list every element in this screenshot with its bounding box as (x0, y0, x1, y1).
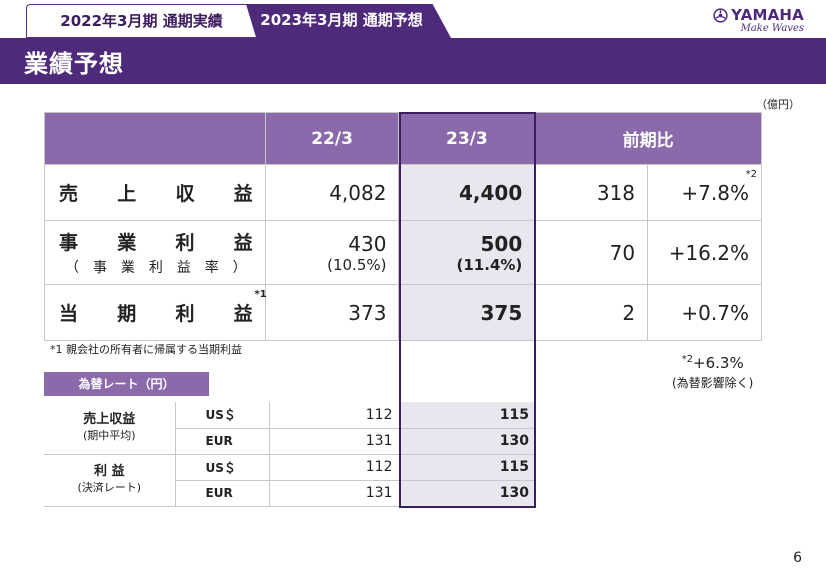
fy23-value: 375 (398, 284, 536, 341)
row-label-char: 利 (175, 232, 195, 254)
fx-fy22-rate: 112 (269, 454, 400, 481)
fx-row: 利 益 (決済レート) US＄ 112 115 (44, 454, 535, 507)
fx-currency: EUR (175, 480, 270, 507)
fy22-amount: 373 (348, 300, 387, 325)
row-label-char: 益 (233, 183, 253, 205)
fy23-amount: 500 (480, 231, 523, 256)
row-label-chars: 事業利益 (59, 228, 253, 255)
row-label: 売上収益 (44, 164, 266, 221)
title-bar (0, 38, 826, 84)
fy22-amount: 4,082 (329, 180, 387, 205)
fx-group-label: 利 益 (決済レート) (44, 454, 176, 507)
fx-fy23-rate: 115 (399, 402, 535, 429)
fx-fy22-rate: 131 (269, 480, 400, 507)
fx-currency: US＄ (175, 454, 270, 481)
logo-tagline: Make Waves (740, 23, 804, 34)
header-fy23: 23/3 (398, 112, 536, 165)
fy22-amount: 430 (348, 231, 387, 256)
tab-fy2023-forecast[interactable]: 2023年3月期 通期予想 (246, 4, 451, 38)
fx-fy23-rate: 130 (399, 480, 535, 507)
yoy-pct: +0.7% (647, 284, 762, 341)
fx-group-paren: (決済レート) (77, 481, 142, 494)
row-label-char: 収 (175, 183, 195, 205)
row-label-char: 当 (59, 303, 79, 325)
fx-row: EUR 131 130 (44, 480, 535, 507)
tuning-forks-emblem-icon (713, 7, 728, 23)
row-sublabel-char: 事 (92, 260, 107, 276)
fy22-ratio: (10.5%) (327, 255, 387, 274)
fx-rate-table: 売上収益 (期中平均) US＄ 112 115 EUR 131 130 利 益 (決済レート) US… (44, 402, 535, 507)
yoy-pct: +16.2% (647, 220, 762, 285)
pct-footnote-mark: *2 (745, 169, 757, 180)
fx-group-label: 売上収益 (期中平均) (44, 402, 176, 455)
row-label-char: 期 (117, 303, 137, 325)
yoy-diff: 70 (534, 220, 649, 285)
row-sublabel-char: 率 (204, 260, 219, 276)
fx-currency: US＄ (175, 402, 270, 429)
row-label-char: 事 (59, 232, 79, 254)
row-sublabel-char: ） (232, 260, 247, 276)
fx-currency: EUR (175, 428, 270, 455)
fx-group-name: 利 益 (93, 464, 125, 479)
row-sublabel-char: 業 (120, 260, 135, 276)
fx-row: EUR 131 130 (44, 428, 535, 455)
fx-fy22-rate: 131 (269, 428, 400, 455)
fy22-value: 373 (264, 284, 400, 341)
row-label-char: 利 (175, 303, 195, 325)
yoy-pct: +7.8% *2 (647, 164, 762, 221)
fy23-value: 500 (11.4%) (398, 220, 536, 285)
row-label-chars: 売上収益 (59, 179, 253, 206)
fy23-value: 4,400 (398, 164, 536, 221)
fx-row: 売上収益 (期中平均) US＄ 112 115 (44, 402, 535, 455)
table-row: 事業利益（事業利益率） 430 (10.5%) 500 (11.4%) 70 +16.2% (44, 220, 762, 285)
table-row: 売 上 収 益 4,082 4,400 318 +7.8% *2 (44, 164, 762, 221)
row-label: 当 期 利 益 *1 (44, 284, 267, 341)
header-yoy: 前期比 (534, 112, 762, 165)
row-sublabel-char: （ (65, 260, 79, 276)
fx-rate-label: 為替レート（円） (44, 372, 209, 396)
footnote-2-mark: *2 (681, 354, 694, 365)
fy23-ratio: (11.4%) (456, 255, 523, 274)
fx-group-name: 売上収益 (83, 411, 136, 427)
row-label-chars: 当期利益 (59, 299, 253, 326)
tab-fy2022-results[interactable]: 2022年3月期 通期実績 (26, 4, 256, 38)
fx-fy23-rate: 115 (399, 454, 535, 481)
fx-fy22-rate: 112 (269, 402, 400, 429)
header-corner (44, 112, 266, 165)
logo-brand: YAMAHA (731, 6, 804, 24)
forecast-table: 22/3 23/3 前期比 売上収益 4,082 4,400 318 +7.8% *2 事業… (44, 112, 762, 341)
fy23-amount: 375 (480, 300, 523, 325)
row-label-char: 益 (233, 303, 253, 325)
fy23-amount: 4,400 (459, 180, 523, 205)
row-label-char: 益 (233, 232, 253, 254)
label-footnote-mark: *1 (254, 289, 267, 300)
fy22-value: 430 (10.5%) (264, 220, 400, 285)
footnote-2-value: +6.3% (693, 354, 744, 372)
page-number: 6 (793, 550, 802, 566)
fy22-value: 4,082 (264, 164, 400, 221)
row-label: 事業利益（事業利益率） (44, 220, 266, 285)
forecast-header-row: 22/3 23/3 前期比 (44, 112, 762, 165)
fx-fy23-rate: 130 (399, 428, 535, 455)
row-sublabel: （ 事業利益率 ） (59, 257, 253, 277)
header-fy22: 22/3 (264, 112, 400, 165)
footnote-1: *1 親会社の所有者に帰属する当期利益 (50, 343, 242, 356)
yoy-diff: 2 (534, 284, 649, 341)
fx-group-paren: (期中平均) (82, 428, 136, 442)
page-title: 業績予想 (24, 50, 124, 78)
yoy-diff: 318 (534, 164, 649, 221)
unit-label: （億円） (756, 98, 800, 111)
table-row: 当 期 利 益 *1 373 375 2 +0.7% (44, 284, 762, 341)
row-label-char: 業 (117, 232, 137, 254)
footnote-2: *2+6.3% (為替影響除く) (672, 354, 753, 391)
row-sublabel-char: 益 (176, 260, 191, 276)
row-label-char: 上 (117, 183, 137, 205)
row-sublabel-char: 利 (148, 260, 163, 276)
footnote-2-paren: (為替影響除く) (672, 376, 754, 390)
row-label-char: 売 (59, 183, 79, 205)
yamaha-logo: YAMAHA Make Waves (713, 6, 804, 34)
